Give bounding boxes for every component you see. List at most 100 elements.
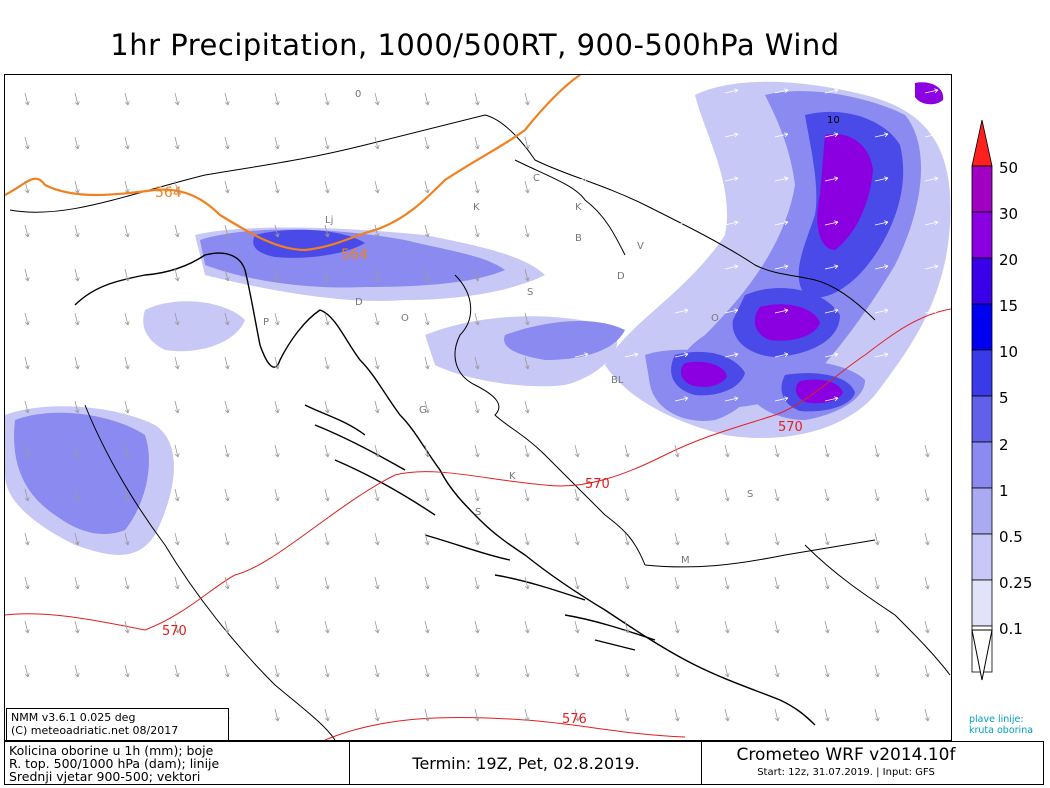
wind-vector xyxy=(124,620,130,634)
wind-vector xyxy=(824,176,839,182)
wind-vector xyxy=(724,532,730,546)
wind-vector xyxy=(374,224,380,238)
place-letter: S xyxy=(527,287,534,298)
wind-vector xyxy=(324,356,330,370)
wind-vector xyxy=(574,176,589,182)
wind-vector xyxy=(324,488,330,502)
wind-vector xyxy=(274,708,280,722)
forecast-time: Termin: 19Z, Pet, 02.8.2019. xyxy=(351,742,702,784)
wind-vector xyxy=(874,576,880,590)
wind-vector xyxy=(174,400,180,414)
wind-vector xyxy=(424,708,430,722)
wind-vector xyxy=(124,664,130,678)
wind-vector xyxy=(574,352,589,358)
wind-vector xyxy=(674,664,680,678)
wind-vector xyxy=(174,576,180,590)
wind-vector xyxy=(674,396,689,402)
wind-vector xyxy=(874,88,889,94)
wind-vector xyxy=(874,620,880,634)
wind-vector xyxy=(524,620,530,634)
wind-vector xyxy=(824,664,830,678)
wind-vector xyxy=(474,268,480,282)
wind-vector xyxy=(74,92,80,106)
wind-vector xyxy=(424,400,430,414)
wind-vector xyxy=(224,620,230,634)
wind-vector xyxy=(574,264,589,270)
wind-vector xyxy=(924,708,930,722)
wind-vector xyxy=(374,268,380,282)
wind-vector xyxy=(774,352,789,358)
wind-vector xyxy=(324,708,330,722)
wind-vector xyxy=(674,532,680,546)
wind-vector xyxy=(424,664,430,678)
wind-vector xyxy=(924,88,939,94)
precip-color-scale xyxy=(971,119,993,681)
wind-vector xyxy=(274,224,280,238)
wind-vector xyxy=(224,400,230,414)
wind-vector xyxy=(274,136,280,150)
wind-vector xyxy=(74,400,80,414)
wind-vector xyxy=(474,708,480,722)
wind-vector xyxy=(624,352,639,358)
scale-swatch xyxy=(971,211,993,259)
wind-vector xyxy=(474,576,480,590)
wind-vector xyxy=(524,532,530,546)
scale-swatch xyxy=(971,441,993,489)
wind-vector xyxy=(624,576,630,590)
wind-vector xyxy=(324,268,330,282)
wind-vector xyxy=(574,664,580,678)
wind-vector xyxy=(274,92,280,106)
scale-top-arrow xyxy=(971,119,993,167)
wind-vector xyxy=(374,312,380,326)
scale-bottom-arrow xyxy=(971,629,993,681)
wind-vector xyxy=(224,488,230,502)
wind-vector xyxy=(174,664,180,678)
wind-vector xyxy=(274,312,280,326)
wind-vector xyxy=(124,576,130,590)
wind-vector xyxy=(574,708,580,722)
wind-vector xyxy=(724,708,730,722)
wind-vector xyxy=(774,708,780,722)
wind-vector xyxy=(274,532,280,546)
place-letter: K xyxy=(575,202,582,213)
wind-vector xyxy=(224,312,230,326)
wind-vector xyxy=(424,92,430,106)
wind-vector xyxy=(824,308,839,314)
desc-wind: Srednji vjetar 900-500; vektori xyxy=(9,769,201,784)
wind-vector xyxy=(24,268,30,282)
wind-vector xyxy=(624,220,639,226)
wind-vector xyxy=(924,532,930,546)
wind-vector xyxy=(774,132,789,138)
wind-vector xyxy=(374,92,380,106)
wind-vector xyxy=(574,88,589,94)
wind-vector xyxy=(924,488,930,502)
wind-vector xyxy=(774,308,789,314)
wind-vector xyxy=(624,308,639,314)
wind-vector xyxy=(924,620,930,634)
copyright: (C) meteoadriatic.net 08/2017 xyxy=(11,724,179,737)
wind-vector xyxy=(824,88,839,94)
wind-vector xyxy=(424,224,430,238)
wind-vector xyxy=(224,224,230,238)
wind-vector xyxy=(74,312,80,326)
contour-label: 576 xyxy=(562,712,587,727)
wind-vector xyxy=(574,396,589,402)
wind-vector xyxy=(924,396,939,402)
wind-vector xyxy=(24,224,30,238)
wind-vector xyxy=(774,488,780,502)
scale-label: 50 xyxy=(999,159,1019,177)
place-letter: S xyxy=(475,507,482,518)
wind-vector xyxy=(824,264,839,270)
wind-vector xyxy=(774,88,789,94)
wind-vector xyxy=(874,396,889,402)
wind-vector xyxy=(524,136,530,150)
wind-vector xyxy=(474,136,480,150)
wind-vector xyxy=(824,396,839,402)
wind-vector xyxy=(224,664,230,678)
wind-vector xyxy=(724,664,730,678)
scale-label: 20 xyxy=(999,251,1019,269)
wind-vector xyxy=(124,136,130,150)
wind-vector xyxy=(174,180,180,194)
place-letter: Lj xyxy=(325,215,334,226)
wind-vector xyxy=(774,264,789,270)
